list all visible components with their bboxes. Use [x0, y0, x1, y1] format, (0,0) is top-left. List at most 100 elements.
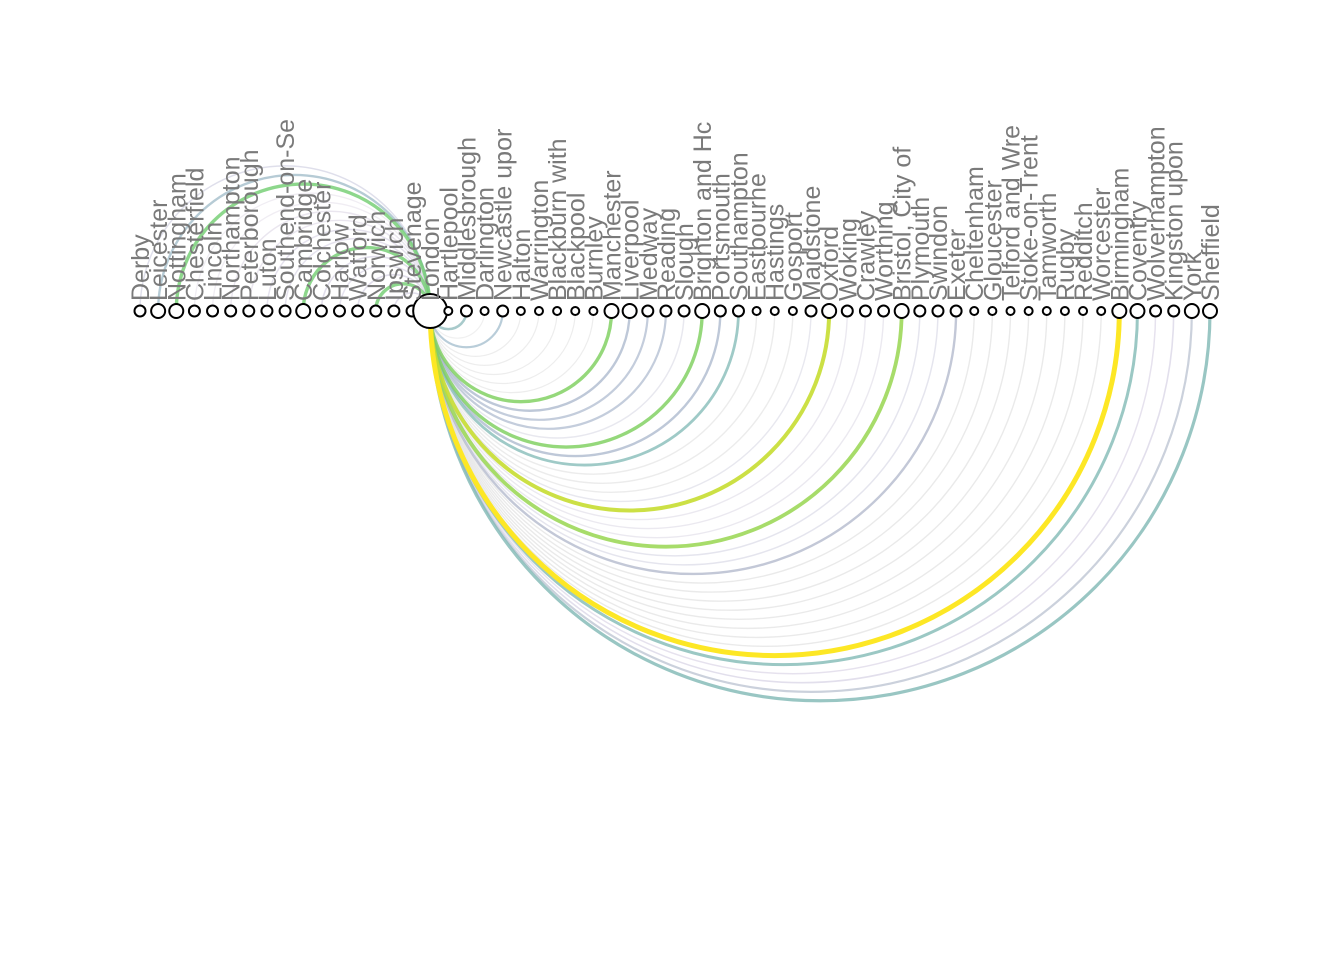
node-stoke-on-trent	[1023, 306, 1034, 316]
node-label-warrington: Warrington	[526, 180, 554, 301]
node-derby	[133, 304, 147, 318]
arcs-layer	[139, 165, 1212, 703]
node-worcester	[1096, 306, 1107, 316]
arc-london-cambridge	[301, 246, 432, 312]
nodes-layer	[133, 293, 1218, 329]
node-swindon	[931, 304, 945, 318]
node-rugby	[1059, 306, 1070, 316]
node-label-exeter: Exeter	[943, 229, 971, 301]
node-gosport	[787, 306, 798, 316]
arc-london-nottingham	[174, 182, 432, 312]
node-exeter	[949, 304, 963, 318]
arc-london-tamworth	[429, 310, 1048, 620]
node-label-rugby: Rugby	[1052, 228, 1080, 301]
node-york	[1183, 303, 1200, 319]
node-wolverhampton	[1149, 304, 1163, 318]
node-label-chesterfield: Chesterfield	[181, 168, 209, 301]
node-northampton	[224, 304, 238, 318]
node-label-nottingham: Nottingham	[163, 173, 191, 301]
node-label-tamworth: Tamworth	[1034, 193, 1062, 301]
node-label-northampton: Northampton	[218, 156, 246, 301]
node-colchester	[314, 304, 328, 318]
node-label-blackpool: Blackpool	[562, 193, 590, 301]
arc-london-bristol-city-of	[428, 310, 904, 549]
arc-london-blackburn-with	[429, 310, 558, 375]
node-maidstone	[804, 304, 818, 318]
arc-london-oxford	[428, 310, 832, 513]
node-peterborough	[242, 304, 256, 318]
node-label-birmingham: Birmingham	[1106, 168, 1134, 301]
labels-layer: DerbyLeicesterNottinghamChesterfieldLinc…	[127, 119, 1225, 301]
node-label-crawley: Crawley	[852, 210, 880, 301]
node-crawley	[858, 304, 872, 318]
node-label-leicester: Leicester	[145, 200, 173, 301]
arc-london-crawley	[429, 310, 867, 530]
node-reading	[659, 304, 673, 318]
node-label-eastbourne: Eastbourne	[744, 173, 772, 301]
node-newcastle-upor	[496, 304, 510, 318]
arc-london-brighton-and-hc	[428, 310, 704, 449]
node-cheltenham	[969, 306, 980, 316]
node-label-reading: Reading	[653, 208, 681, 301]
node-label-bristol-city-of: Bristol, City of	[889, 147, 917, 301]
node-label-colchester: Colchester	[308, 182, 336, 302]
arc-london-luton	[266, 228, 431, 312]
node-label-southampton: Southampton	[725, 152, 753, 301]
node-harlow	[332, 304, 346, 318]
node-southampton	[731, 304, 745, 318]
node-label-telford-and-wre: Telford and Wre	[998, 125, 1026, 301]
arc-london-warrington	[429, 310, 540, 367]
node-label-harlow: Harlow	[326, 222, 354, 301]
node-bristol-city-of	[893, 303, 910, 319]
node-manchester	[603, 303, 620, 319]
node-label-plymouth: Plymouth	[907, 197, 935, 301]
node-leicester	[150, 303, 167, 319]
arc-london-northampton	[229, 210, 431, 312]
arc-london-birmingham	[427, 310, 1122, 658]
node-hastings	[769, 306, 780, 316]
node-blackburn-with	[552, 306, 563, 316]
node-medway	[641, 304, 655, 318]
node-label-cambridge: Cambridge	[290, 179, 318, 301]
node-eastbourne	[751, 306, 762, 316]
node-label-hartlepool: Hartlepool	[435, 187, 463, 301]
node-label-newcastle-upor: Newcastle upor	[490, 129, 518, 301]
node-label-ipswich: Ipswich	[381, 218, 409, 301]
arc-london-lincoln	[211, 201, 431, 312]
node-plymouth	[913, 304, 927, 318]
arc-london-stoke-on-trent	[429, 310, 1030, 610]
node-label-portsmouth: Portsmouth	[707, 173, 735, 301]
node-darlington	[479, 306, 490, 316]
node-label-luton: Luton	[254, 238, 282, 301]
node-label-middlesbrough: Middlesbrough	[453, 137, 481, 301]
node-label-norwich: Norwich	[363, 211, 391, 301]
node-label-peterborough: Peterborough	[236, 149, 264, 301]
node-label-coventry: Coventry	[1124, 200, 1152, 301]
node-burnley	[588, 306, 599, 316]
node-gloucester	[987, 306, 998, 316]
node-label-lincoln: Lincoln	[200, 222, 228, 301]
node-label-darlington: Darlington	[472, 187, 500, 301]
node-label-worcester: Worcester	[1088, 188, 1116, 301]
node-label-cheltenham: Cheltenham	[961, 166, 989, 301]
arc-london-exeter	[428, 310, 958, 576]
node-label-medway: Medway	[635, 207, 663, 301]
node-warrington	[533, 306, 544, 316]
arc-london-kingston-upon	[429, 310, 1175, 684]
node-label-southend-on-se: Southend-on-Se	[272, 119, 300, 301]
node-label-sheffield: Sheffield	[1197, 204, 1225, 301]
node-label-gloucester: Gloucester	[979, 180, 1007, 301]
node-label-stevenage: Stevenage	[399, 181, 427, 301]
node-worthing	[877, 304, 891, 318]
node-liverpool	[621, 303, 638, 319]
node-label-watford: Watford	[345, 214, 373, 301]
node-label-york: York	[1179, 251, 1207, 301]
node-label-manchester: Manchester	[599, 170, 627, 301]
node-label-london: London	[417, 218, 445, 301]
arc-london-reading	[429, 310, 668, 430]
node-label-swindon: Swindon	[925, 205, 953, 301]
node-hartlepool	[443, 306, 454, 316]
arc-london-hastings	[429, 310, 776, 484]
node-label-kingston-upon: Kingston upon	[1161, 141, 1189, 301]
